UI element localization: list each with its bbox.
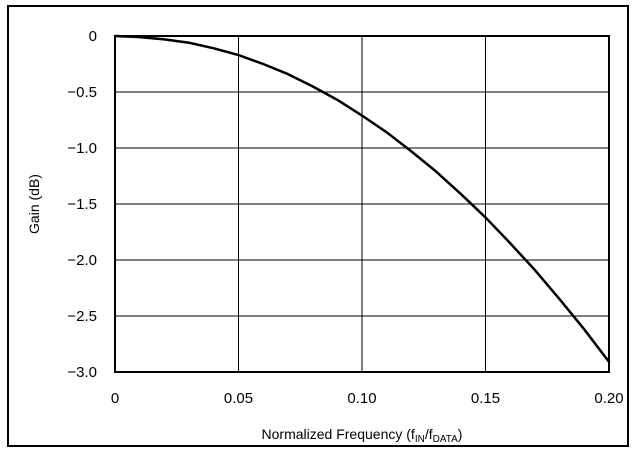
x-axis-label-prefix: Normalized Frequency (f [262,426,415,442]
y-tick-label: −2.5 [67,308,97,325]
y-tick-labels: 0 −0.5 −1.0 −1.5 −2.0 −2.5 −3.0 [67,28,97,381]
y-tick-label: −1.0 [67,140,97,157]
plot-area [114,35,610,373]
y-tick-label: −1.5 [67,196,97,213]
grid-lines [115,36,609,372]
x-tick-label: 0.15 [471,390,500,407]
x-axis-label-mid: /f [425,426,433,442]
y-tick-label: 0 [89,28,97,45]
x-axis-label-suffix: ) [458,426,463,442]
series-line-gain [113,34,611,364]
x-axis-label: Normalized Frequency (fIN/fDATA) [262,426,463,445]
plot-border [114,35,610,373]
x-tick-labels: 0 0.05 0.10 0.15 0.20 [111,390,624,407]
x-axis-label-sub-data: DATA [433,434,459,445]
y-tick-label: −2.0 [67,252,97,269]
x-axis-label-sub-in: IN [415,434,425,445]
x-tick-label: 0 [111,390,119,407]
y-axis-label: Gain (dB) [26,174,42,234]
x-tick-label: 0.05 [224,390,253,407]
y-tick-label: −3.0 [67,364,97,381]
x-tick-label: 0.20 [594,390,623,407]
series-layer [113,34,611,364]
figure-frame [7,5,629,447]
x-tick-label: 0.10 [347,390,376,407]
y-tick-label: −0.5 [67,84,97,101]
